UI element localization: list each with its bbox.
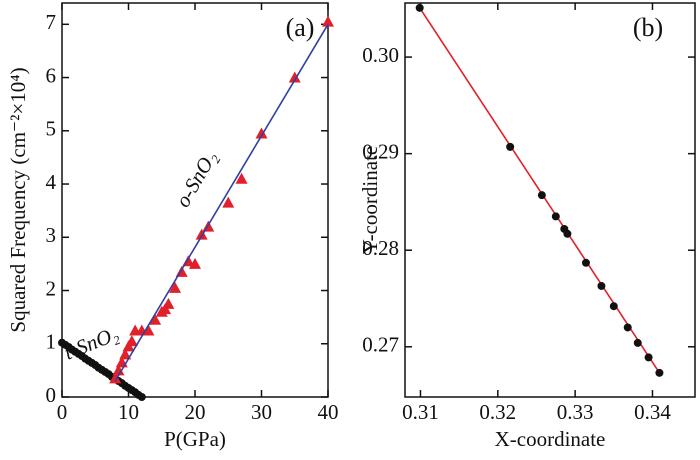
y-tick-label: 0.28 <box>362 236 399 260</box>
point <box>169 281 182 293</box>
x-tick-label: 40 <box>318 400 339 424</box>
x-tick-label: 0.32 <box>479 400 516 424</box>
x-tick-label: 0.33 <box>557 400 594 424</box>
y-tick-label: 0.30 <box>362 43 399 67</box>
y-tick-label: 3 <box>46 223 57 247</box>
point <box>119 348 132 360</box>
point <box>655 368 664 377</box>
y-tick-label: 4 <box>46 170 57 194</box>
panel-label: (a) <box>286 13 315 42</box>
y-tick-label: 1 <box>46 330 57 354</box>
series-label: o-SnO₂ <box>170 147 221 212</box>
point <box>142 324 155 336</box>
x-tick-label: 20 <box>185 400 206 424</box>
fit-line <box>114 23 329 382</box>
point <box>149 313 162 325</box>
point <box>537 191 546 200</box>
x-axis-label: X-coordinate <box>495 427 606 451</box>
y-tick-label: 0 <box>46 383 57 407</box>
point <box>235 172 248 184</box>
point <box>288 71 301 83</box>
y-axis-label: Squared Frequency (cm⁻²×10⁴) <box>6 67 30 332</box>
y-tick-label: 0.27 <box>362 333 399 357</box>
x-tick-label: 0 <box>57 400 68 424</box>
point <box>609 302 618 311</box>
y-tick-label: 7 <box>46 10 57 34</box>
y-tick-label: 6 <box>46 63 57 87</box>
point <box>112 364 125 376</box>
y-tick-label: 0.29 <box>362 139 399 163</box>
point <box>563 229 572 238</box>
plot-frame <box>404 2 696 398</box>
point <box>109 372 122 384</box>
point <box>125 335 138 347</box>
fit-line <box>419 7 661 374</box>
point <box>322 15 334 27</box>
x-tick-label: 10 <box>118 400 139 424</box>
point <box>551 212 560 221</box>
point <box>597 281 606 290</box>
point <box>255 127 268 139</box>
point <box>506 142 515 151</box>
y-axis-label: Y-coordinate <box>358 146 382 254</box>
point <box>162 297 175 309</box>
x-tick-label: 0.31 <box>402 400 439 424</box>
point <box>189 257 201 269</box>
x-tick-label: 30 <box>251 400 272 424</box>
point <box>195 228 208 240</box>
x-axis-label: P(GPa) <box>164 427 226 451</box>
y-tick-label: 5 <box>46 117 57 141</box>
y-tick-label: 2 <box>46 276 57 300</box>
point <box>633 338 642 347</box>
point <box>623 323 632 332</box>
point <box>581 258 590 267</box>
panel-label: (b) <box>633 13 663 42</box>
fit-line <box>61 342 143 398</box>
point <box>415 3 424 12</box>
x-tick-label: 0.34 <box>634 400 671 424</box>
point <box>222 196 235 208</box>
point <box>644 353 653 362</box>
